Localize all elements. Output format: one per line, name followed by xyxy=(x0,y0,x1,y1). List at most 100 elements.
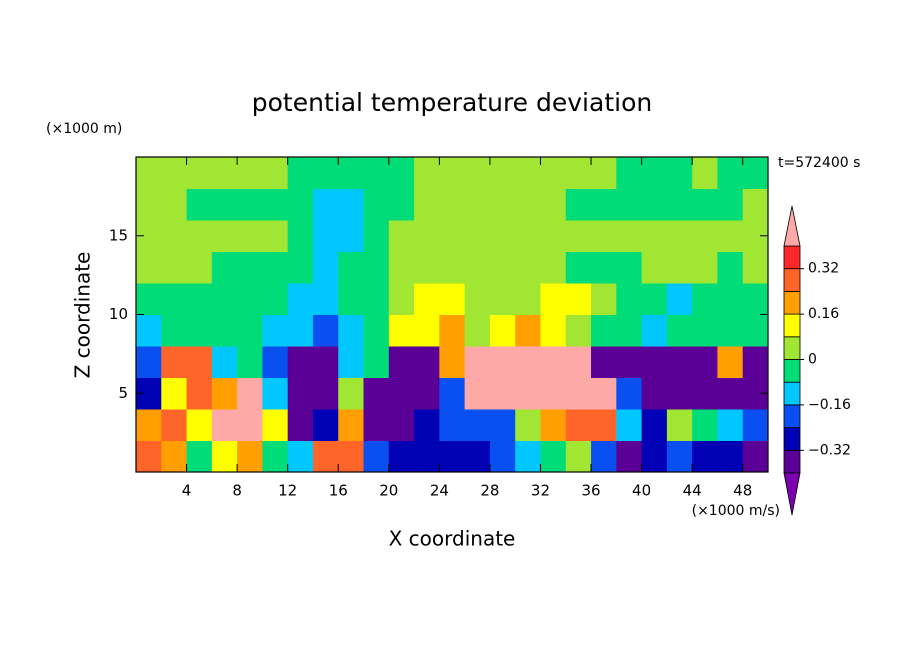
contour-cell xyxy=(717,346,744,378)
contour-cell xyxy=(591,346,617,378)
contour-cell xyxy=(565,188,592,221)
contour-cell xyxy=(161,314,188,347)
contour-cell xyxy=(666,409,693,441)
contour-cell xyxy=(515,377,541,410)
contour-cell xyxy=(312,346,339,378)
contour-cell xyxy=(717,283,744,315)
contour-cell xyxy=(489,188,516,221)
contour-cell xyxy=(616,409,643,441)
contour-cell xyxy=(565,409,592,441)
contour-cell xyxy=(388,251,415,284)
contour-cell xyxy=(186,314,213,347)
contour-cell xyxy=(591,409,617,441)
contour-cell xyxy=(742,188,769,221)
contour-cell xyxy=(616,346,643,378)
contour-cell xyxy=(414,409,440,441)
contour-cell xyxy=(312,314,339,347)
contour-cell xyxy=(338,220,365,252)
contour-cell xyxy=(161,377,188,410)
contour-cell xyxy=(136,157,162,189)
contour-cell xyxy=(540,409,567,441)
contour-cell xyxy=(388,409,415,441)
x-tick-label: 4 xyxy=(182,482,192,500)
contour-cell xyxy=(464,157,491,189)
contour-cell xyxy=(262,220,289,252)
contour-cell xyxy=(262,314,289,347)
contour-cell xyxy=(464,314,491,347)
contour-cell xyxy=(565,440,592,473)
contour-cell xyxy=(414,188,440,221)
contour-cell xyxy=(515,283,541,315)
contour-cell xyxy=(287,440,314,473)
contour-cell xyxy=(414,283,440,315)
contour-cell xyxy=(439,346,466,378)
contour-cell xyxy=(186,440,213,473)
contour-cell xyxy=(540,346,567,378)
contour-cell xyxy=(262,283,289,315)
contour-cell xyxy=(136,314,162,347)
contour-cell xyxy=(186,409,213,441)
contour-cell xyxy=(540,440,567,473)
y-axis-label: Z coordinate xyxy=(71,252,95,379)
contour-cell xyxy=(742,283,769,315)
contour-cell xyxy=(742,157,769,189)
contour-cell xyxy=(161,440,188,473)
contour-cell xyxy=(161,346,188,378)
y-tick-label: 15 xyxy=(109,226,128,244)
contour-cell xyxy=(464,188,491,221)
contour-cell xyxy=(666,346,693,378)
x-tick-label: 24 xyxy=(430,482,449,500)
contour-cell xyxy=(363,157,390,189)
contour-cell xyxy=(742,440,769,473)
contour-cell xyxy=(262,440,289,473)
contour-cell xyxy=(186,157,213,189)
contour-cell xyxy=(338,409,365,441)
contour-cell xyxy=(717,377,744,410)
contour-cell xyxy=(388,188,415,221)
chart-title: potential temperature deviation xyxy=(252,88,652,117)
contour-cell xyxy=(565,283,592,315)
contour-cell xyxy=(211,440,238,473)
colorbar-box xyxy=(783,245,801,270)
contour-cell xyxy=(439,314,466,347)
contour-cell xyxy=(287,188,314,221)
contour-cell xyxy=(186,283,213,315)
colorbar-tick-label: 0.16 xyxy=(808,306,839,322)
contour-cell xyxy=(489,283,516,315)
contour-cell xyxy=(717,314,744,347)
contour-cell xyxy=(666,314,693,347)
contour-cell xyxy=(717,251,744,284)
x-tick-label: 20 xyxy=(379,482,398,500)
contour-cell xyxy=(616,377,643,410)
contour-cell xyxy=(237,188,263,221)
colorbar-box xyxy=(783,313,801,338)
contour-cell xyxy=(287,283,314,315)
contour-cell xyxy=(692,251,718,284)
contour-cell xyxy=(211,409,238,441)
contour-cell xyxy=(641,409,668,441)
colorbar-box xyxy=(783,268,801,292)
contour-cell xyxy=(439,283,466,315)
contour-cell xyxy=(414,346,440,378)
contour-cell xyxy=(742,314,769,347)
contour-cell xyxy=(414,314,440,347)
contour-cell xyxy=(489,346,516,378)
contour-cell xyxy=(717,409,744,441)
contour-cell xyxy=(186,251,213,284)
contour-cell xyxy=(439,188,466,221)
contour-cell xyxy=(540,314,567,347)
contour-cell xyxy=(237,377,263,410)
contour-cell xyxy=(515,440,541,473)
contour-cell xyxy=(489,220,516,252)
contour-cell xyxy=(591,251,617,284)
contour-cell xyxy=(616,220,643,252)
contour-cell xyxy=(211,377,238,410)
contour-cell xyxy=(211,283,238,315)
contour-cell xyxy=(186,220,213,252)
y-tick-label: 5 xyxy=(118,384,128,402)
contour-cell xyxy=(388,440,415,473)
contour-cell xyxy=(439,157,466,189)
contour-cell xyxy=(616,157,643,189)
contour-cell xyxy=(692,440,718,473)
